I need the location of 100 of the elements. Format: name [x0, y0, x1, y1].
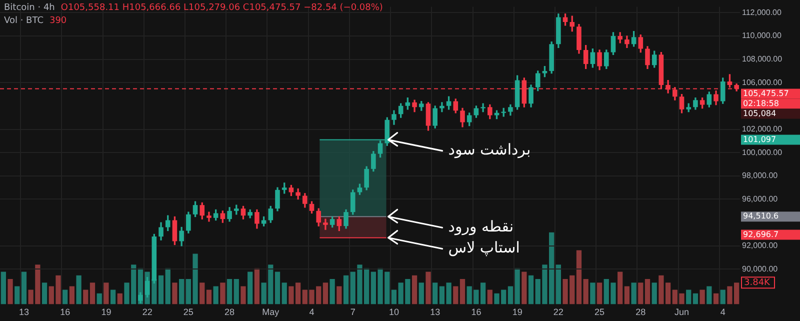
ref-line-label: استاپ لاس	[448, 238, 520, 257]
y-tick-label: 110,000.00	[742, 31, 782, 40]
bar	[69, 286, 75, 304]
bar	[110, 290, 116, 304]
x-tick-label: 28	[224, 307, 235, 318]
bar	[590, 282, 596, 304]
bar	[412, 275, 418, 304]
bar	[117, 293, 122, 304]
y-tick-label: 90,000.00	[742, 264, 778, 274]
bar	[686, 290, 692, 304]
x-tick-label: 13	[430, 307, 440, 318]
bar	[720, 290, 726, 304]
x-tick-label: 7	[350, 307, 356, 318]
bar	[234, 279, 239, 304]
x-tick-label: 16	[60, 307, 70, 318]
y-tick-label: 106,000.00	[742, 78, 783, 87]
bar	[596, 282, 602, 304]
bar	[240, 286, 246, 304]
bar	[76, 275, 82, 304]
x-tick-label: 19	[512, 307, 522, 318]
bar	[248, 272, 253, 304]
text: 105,084	[743, 108, 776, 118]
bar	[62, 290, 68, 304]
bar	[556, 264, 561, 304]
bar	[644, 279, 650, 304]
bar	[460, 279, 466, 304]
y-tick-label: 100,000.00	[742, 148, 783, 157]
bar	[226, 279, 232, 304]
x-tick-label: 13	[18, 307, 29, 318]
bar	[576, 250, 582, 304]
bar	[282, 282, 287, 304]
bar	[391, 290, 397, 304]
x-tick-label: May	[262, 307, 280, 318]
bar	[322, 282, 328, 304]
bar	[104, 282, 109, 304]
bar	[522, 272, 527, 304]
bar	[638, 282, 644, 304]
bar	[700, 290, 705, 304]
candlestick	[323, 218, 328, 230]
bar	[343, 275, 349, 304]
x-tick-label: 22	[553, 307, 564, 318]
ref-line-label: برداشت سود	[448, 140, 531, 159]
bar	[96, 293, 102, 304]
candlestick	[206, 212, 212, 222]
bar	[330, 279, 335, 304]
bar	[706, 286, 712, 304]
bar	[426, 272, 431, 304]
bar	[453, 286, 458, 304]
x-tick-label: 16	[471, 307, 482, 318]
x-tick-label: 4	[720, 307, 726, 318]
y-tick-label: 92,000.00	[742, 241, 778, 250]
text: 101,097	[743, 134, 776, 144]
chart-title: Vol · BTC	[4, 16, 44, 26]
bar	[254, 268, 260, 304]
candlestick	[480, 103, 486, 112]
chart-subtitle: O105,558.11 H105,666.66 L105,279.06 C105,475.57 −82.54 (−0.08%)	[60, 3, 383, 13]
bar	[624, 286, 630, 304]
x-tick-label: 28	[636, 307, 646, 318]
bar	[583, 279, 588, 304]
bar	[487, 290, 492, 304]
bar	[8, 279, 13, 304]
annotation: 390	[49, 16, 67, 26]
bar	[528, 275, 534, 304]
text: 3.84K	[744, 278, 772, 288]
bar	[618, 272, 623, 304]
bar	[631, 282, 636, 304]
bar	[42, 282, 48, 304]
text: 94,510.6	[743, 212, 779, 221]
x-tick-label: Jun	[674, 307, 690, 318]
bar	[418, 282, 424, 304]
text: 92,696.7	[743, 230, 779, 239]
x-tick-label: 25	[594, 307, 605, 318]
bar	[179, 279, 184, 304]
bar	[172, 282, 178, 304]
x-tick-label: 4	[309, 307, 314, 318]
y-tick-label: 112,000.00	[742, 8, 782, 17]
bar	[692, 293, 698, 304]
y-tick-label: 102,000.00	[742, 124, 783, 134]
bar	[213, 286, 218, 304]
bar	[83, 290, 88, 304]
bar	[652, 282, 657, 304]
ref-line-label: نقطه ورود	[448, 217, 514, 236]
bar	[220, 282, 226, 304]
text: 02:18:58	[743, 98, 779, 108]
bar	[274, 272, 280, 304]
x-tick-label: 22	[142, 307, 152, 318]
bar	[90, 282, 96, 304]
text: 105,475.57	[743, 88, 789, 98]
bar	[713, 293, 719, 304]
bar	[165, 268, 170, 304]
chart-title: Bitcoin · 4h	[4, 3, 55, 13]
bar	[0, 272, 6, 304]
bar	[206, 290, 212, 304]
y-tick-label: 96,000.00	[742, 194, 778, 204]
x-tick-label: 10	[388, 307, 399, 318]
bar	[21, 272, 27, 304]
bar	[158, 275, 164, 304]
x-tick-label: 19	[101, 307, 112, 318]
x-tick-label: 25	[183, 307, 194, 318]
y-tick-label: 108,000.00	[742, 54, 783, 64]
